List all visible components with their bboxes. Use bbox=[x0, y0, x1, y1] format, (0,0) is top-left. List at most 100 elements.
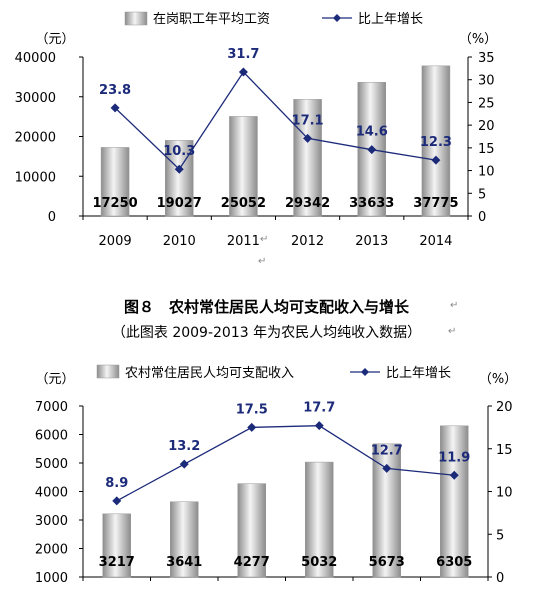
y-right-tick-label: 10 bbox=[478, 165, 495, 180]
y-left-tick-label: 10000 bbox=[15, 170, 56, 185]
growth-value-label: 17.5 bbox=[236, 402, 268, 417]
legend-line-marker bbox=[361, 368, 369, 376]
growth-point bbox=[174, 164, 184, 174]
bar bbox=[305, 461, 334, 578]
bar-value-label: 5032 bbox=[301, 555, 337, 570]
return-mark-icon: ↵ bbox=[448, 326, 457, 337]
growth-value-label: 17.7 bbox=[303, 401, 335, 416]
y-left-tick-label: 3000 bbox=[35, 514, 68, 529]
bar-value-label: 4277 bbox=[234, 555, 270, 570]
bar-value-label: 19027 bbox=[157, 196, 202, 211]
growth-point bbox=[367, 145, 377, 155]
y-left-tick-label: 20000 bbox=[15, 131, 56, 146]
chart-2-subtitle: （此图表 2009-2013 年为农民人均纯收入数据） bbox=[111, 325, 422, 341]
y-right-tick-label: 0 bbox=[478, 210, 486, 225]
x-tick-label: 2014 bbox=[419, 234, 452, 249]
y-right-tick-label: 20 bbox=[496, 400, 513, 415]
y-left-tick-label: 5000 bbox=[35, 457, 68, 472]
growth-value-label: 14.6 bbox=[356, 125, 388, 140]
legend-bar-swatch bbox=[124, 11, 148, 26]
growth-value-label: 12.7 bbox=[371, 443, 403, 458]
growth-value-label: 31.7 bbox=[227, 47, 259, 62]
y-left-unit: （元） bbox=[35, 32, 74, 47]
bar-value-label: 3217 bbox=[99, 555, 135, 570]
growth-line bbox=[114, 70, 437, 171]
y-left-tick-label: 4000 bbox=[35, 486, 68, 501]
chart-2 bbox=[79, 364, 492, 581]
growth-value-label: 13.2 bbox=[168, 439, 200, 454]
bar-value-label: 6305 bbox=[436, 555, 472, 570]
y-left-tick-label: 0 bbox=[48, 210, 56, 225]
y-left-tick-label: 1000 bbox=[35, 571, 68, 586]
y-right-unit: （%） bbox=[479, 372, 517, 387]
bar bbox=[440, 425, 469, 578]
y-right-tick-label: 25 bbox=[478, 96, 495, 111]
growth-point bbox=[112, 496, 122, 506]
legend-line-label: 比上年增长 bbox=[386, 366, 451, 381]
growth-point bbox=[110, 103, 120, 113]
y-right-tick-label: 5 bbox=[478, 187, 486, 202]
growth-point bbox=[449, 470, 459, 480]
growth-point bbox=[303, 133, 313, 143]
bar-value-label: 5673 bbox=[369, 555, 405, 570]
bar-value-label: 25052 bbox=[221, 196, 266, 211]
y-right-tick-label: 15 bbox=[496, 443, 513, 458]
y-right-tick-label: 5 bbox=[496, 528, 504, 543]
bar bbox=[165, 140, 194, 217]
growth-point bbox=[314, 421, 324, 431]
y-left-tick-label: 7000 bbox=[35, 400, 68, 415]
x-tick-label: 2010 bbox=[163, 234, 196, 249]
growth-value-label: 8.9 bbox=[105, 476, 128, 491]
return-mark-icon: ↵ bbox=[260, 234, 269, 245]
legend-bar-label: 在岗职工年平均工资 bbox=[153, 12, 270, 27]
bar-value-label: 17250 bbox=[92, 196, 137, 211]
y-right-tick-label: 30 bbox=[478, 74, 495, 89]
chart-1 bbox=[79, 11, 472, 220]
growth-value-label: 10.3 bbox=[163, 144, 195, 159]
bar-value-label: 29342 bbox=[285, 196, 330, 211]
growth-point bbox=[179, 459, 189, 469]
growth-value-label: 11.9 bbox=[438, 450, 470, 465]
x-tick-label: 2011 bbox=[227, 234, 260, 249]
growth-value-label: 17.1 bbox=[292, 113, 324, 128]
x-tick-label: 2009 bbox=[99, 234, 132, 249]
growth-point bbox=[238, 67, 248, 77]
legend-bar-swatch bbox=[96, 364, 120, 379]
x-tick-label: 2013 bbox=[355, 234, 388, 249]
growth-point bbox=[247, 422, 257, 432]
y-left-unit: （元） bbox=[35, 372, 74, 387]
bar bbox=[229, 116, 258, 217]
y-right-tick-label: 35 bbox=[478, 51, 495, 66]
legend-line-marker bbox=[333, 14, 341, 22]
y-left-tick-label: 30000 bbox=[15, 91, 56, 106]
bar bbox=[170, 501, 199, 578]
y-right-tick-label: 15 bbox=[478, 142, 495, 157]
return-mark-icon: ↵ bbox=[258, 256, 267, 267]
y-left-tick-label: 40000 bbox=[15, 51, 56, 66]
growth-value-label: 23.8 bbox=[99, 83, 131, 98]
y-right-tick-label: 0 bbox=[496, 571, 504, 586]
bar-value-label: 33633 bbox=[349, 196, 394, 211]
bar bbox=[100, 147, 130, 217]
growth-line bbox=[116, 425, 455, 502]
bar bbox=[237, 483, 266, 578]
bar bbox=[102, 513, 131, 578]
growth-value-label: 12.3 bbox=[420, 135, 452, 150]
chart-2-title: 图８ 农村常住居民人均可支配收入与增长 bbox=[123, 298, 409, 316]
y-right-unit: （%） bbox=[459, 32, 497, 47]
bar bbox=[293, 99, 322, 217]
growth-point bbox=[382, 463, 392, 473]
x-tick-label: 2012 bbox=[291, 234, 324, 249]
y-left-tick-label: 2000 bbox=[35, 543, 68, 558]
bar-value-label: 3641 bbox=[166, 555, 202, 570]
bar-value-label: 37775 bbox=[413, 196, 458, 211]
return-mark-icon: ↵ bbox=[450, 300, 459, 311]
y-right-tick-label: 20 bbox=[478, 119, 495, 134]
legend-line-label: 比上年增长 bbox=[358, 12, 423, 27]
y-right-tick-label: 10 bbox=[496, 486, 513, 501]
y-left-tick-label: 6000 bbox=[35, 429, 68, 444]
bar bbox=[421, 65, 451, 217]
legend-bar-label: 农村常住居民人均可支配收入 bbox=[125, 366, 294, 381]
growth-point bbox=[431, 155, 441, 165]
